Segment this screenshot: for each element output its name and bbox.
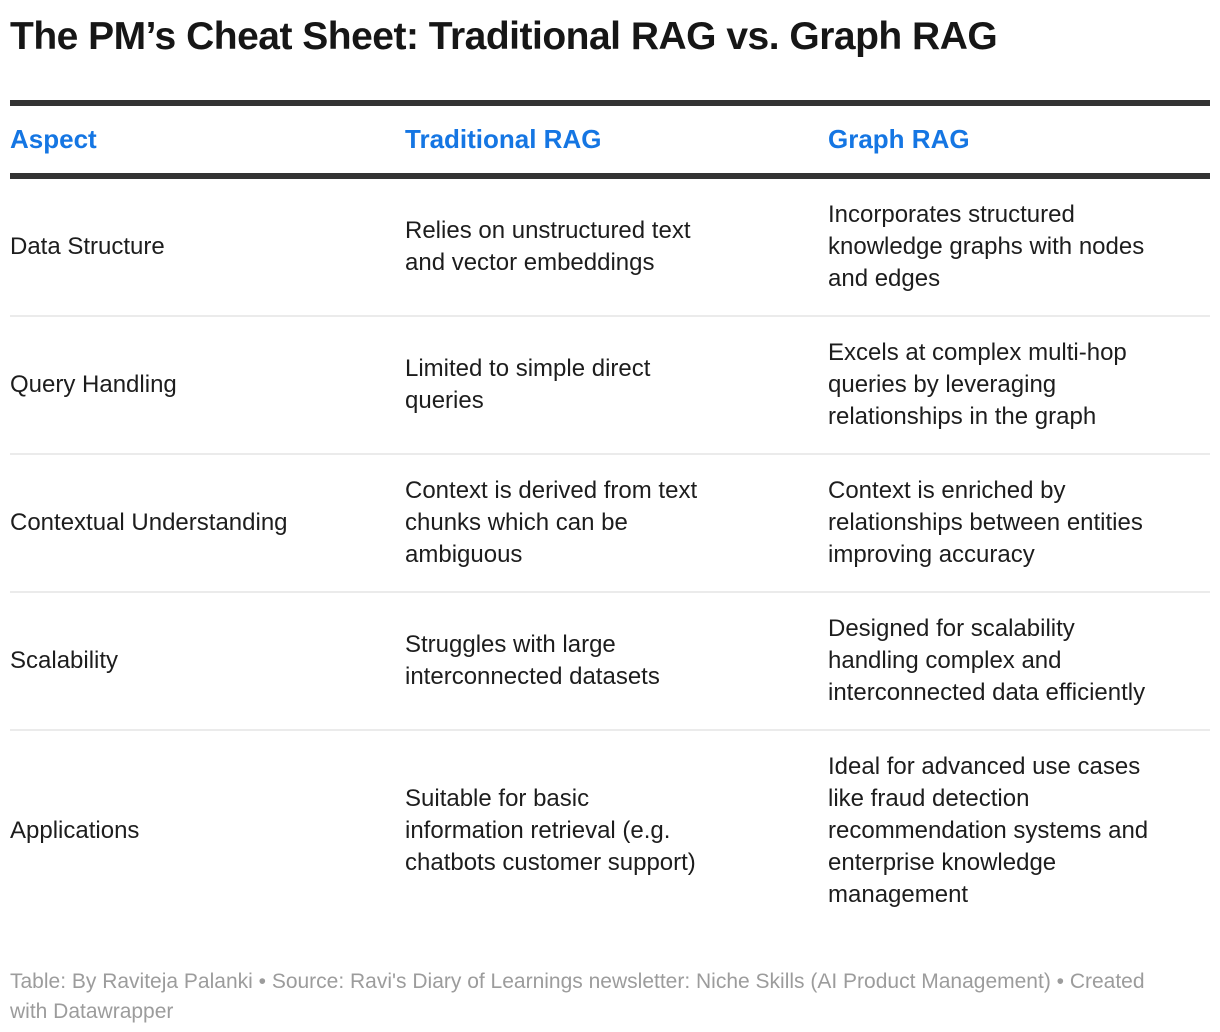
cell-graph-rag: Designed for scalability handling comple… — [828, 615, 1146, 706]
cell-aspect: Applications — [10, 817, 140, 844]
chart-footer-credit: Table: By Raviteja Palanki • Source: Rav… — [10, 970, 1145, 1023]
cell-aspect: Data Structure — [10, 233, 165, 260]
cell-graph-rag: Ideal for advanced use cases like fraud … — [828, 753, 1149, 908]
cell-traditional-rag: Relies on unstructured text and vector e… — [405, 217, 691, 276]
cell-aspect: Query Handling — [10, 371, 177, 398]
chart-title: The PM’s Cheat Sheet: Traditional RAG vs… — [10, 15, 998, 58]
table-row-scalability: Scalability Struggles with large interco… — [10, 593, 1210, 731]
cell-aspect: Contextual Understanding — [10, 509, 288, 536]
cell-traditional-rag: Suitable for basic information retrieval… — [405, 785, 696, 876]
cell-aspect: Scalability — [10, 647, 119, 674]
column-header-graph-rag: Graph RAG — [828, 124, 970, 154]
table-row-query-handling: Query Handling Limited to simple direct … — [10, 317, 1210, 455]
cell-graph-rag: Excels at complex multi-hop queries by l… — [828, 339, 1127, 430]
column-header-traditional-rag: Traditional RAG — [405, 124, 602, 154]
cell-traditional-rag: Limited to simple direct queries — [405, 355, 651, 414]
cell-traditional-rag: Struggles with large interconnected data… — [405, 631, 660, 690]
table-header-row: Aspect Traditional RAG Graph RAG — [10, 100, 1210, 179]
cell-traditional-rag: Context is derived from text chunks whic… — [405, 477, 698, 568]
table-row-data-structure: Data Structure Relies on unstructured te… — [10, 179, 1210, 317]
table-row-applications: Applications Suitable for basic informat… — [10, 731, 1210, 931]
cell-graph-rag: Context is enriched by relationships bet… — [828, 477, 1143, 568]
table-row-contextual-understanding: Contextual Understanding Context is deri… — [10, 455, 1210, 593]
column-header-aspect: Aspect — [10, 124, 97, 154]
cell-graph-rag: Incorporates structured knowledge graphs… — [828, 201, 1145, 292]
